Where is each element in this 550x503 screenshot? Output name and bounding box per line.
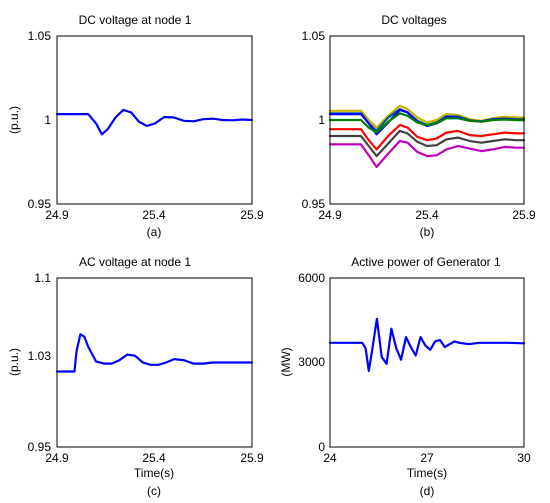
panel-b-ytick-bottom: 0.95 [302,197,326,211]
panel-b-xtick-mid: 25.4 [415,208,439,222]
panel-a-ytick-top: 1.05 [28,29,52,43]
panel-b-series-line-7 [328,139,526,169]
panel-b-xtick-left: 24.9 [318,208,342,222]
panel-a-series-layer [55,108,254,136]
panel-a-xtick-mid: 25.4 [142,208,166,222]
panel-c-xlabel: Time(s) [134,466,174,480]
panel-c-caption: (c) [147,484,161,498]
panel-d-ytick-bottom: 0 [318,440,325,454]
panel-d-xtick-mid: 27 [420,451,434,465]
panel-d-ytick-mid: 3000 [298,355,325,369]
panel-c-ytick-top: 1.1 [34,271,51,285]
panel-b-series-line-6 [328,129,526,158]
panel-c-xtick-right: 25.9 [240,451,264,465]
panel-d-title: Active power of Generator 1 [351,255,501,269]
panel-c-series-layer [55,333,254,373]
panel-d: Active power of Generator 1 6000 3000 0 … [279,255,531,498]
panel-d-series-layer [328,317,526,372]
panel-c-xtick-left: 24.9 [45,451,69,465]
panel-c-title: AC voltage at node 1 [79,255,191,269]
panel-b-series-layer [328,104,526,169]
panel-b-series-line-4 [328,112,526,134]
panel-d-xtick-right: 30 [517,451,531,465]
panel-c-ytick-bottom: 0.95 [28,440,52,454]
panel-c-series-line-1 [55,333,254,373]
panel-c-axes-box [56,277,253,448]
panel-d-ylabel: (MW) [279,347,293,376]
panel-b-ytick-mid: 1 [318,113,325,127]
panel-a-ytick-bottom: 0.95 [28,197,52,211]
panel-b-title: DC voltages [381,13,446,27]
panel-a-title: DC voltage at node 1 [79,13,192,27]
panel-a: DC voltage at node 1 1.05 1 0.95 24.9 25… [7,13,264,239]
panel-a-axes-box [56,35,253,205]
panel-a-series-line-1 [55,108,254,136]
panel-b: DC voltages 1.05 1 0.95 24.9 25.4 25.9 (… [302,13,536,239]
panel-b-caption: (b) [420,225,435,239]
panel-c: AC voltage at node 1 1.1 1.03 0.95 24.9 … [7,255,264,498]
panel-a-caption: (a) [147,225,162,239]
panel-d-xlabel: Time(s) [407,466,447,480]
panel-a-xtick-right: 25.9 [240,208,264,222]
panel-c-ytick-mid: 1.03 [28,349,52,363]
panel-a-ylabel: (p.u.) [7,106,21,134]
panel-c-ylabel: (p.u.) [7,348,21,376]
panel-d-caption: (d) [420,484,435,498]
panel-d-ytick-top: 6000 [298,271,325,285]
panel-d-series-line-1 [328,317,526,372]
panel-c-xtick-mid: 25.4 [142,451,166,465]
panel-b-series-line-5 [328,123,526,151]
panel-a-ytick-mid: 1 [44,113,51,127]
panel-a-xtick-left: 24.9 [45,208,69,222]
panel-b-axes-box [329,35,525,205]
panel-b-ytick-top: 1.05 [302,29,326,43]
panel-d-xtick-left: 24 [323,451,337,465]
panel-d-axes-box [329,277,525,448]
panel-b-xtick-right: 25.9 [512,208,536,222]
